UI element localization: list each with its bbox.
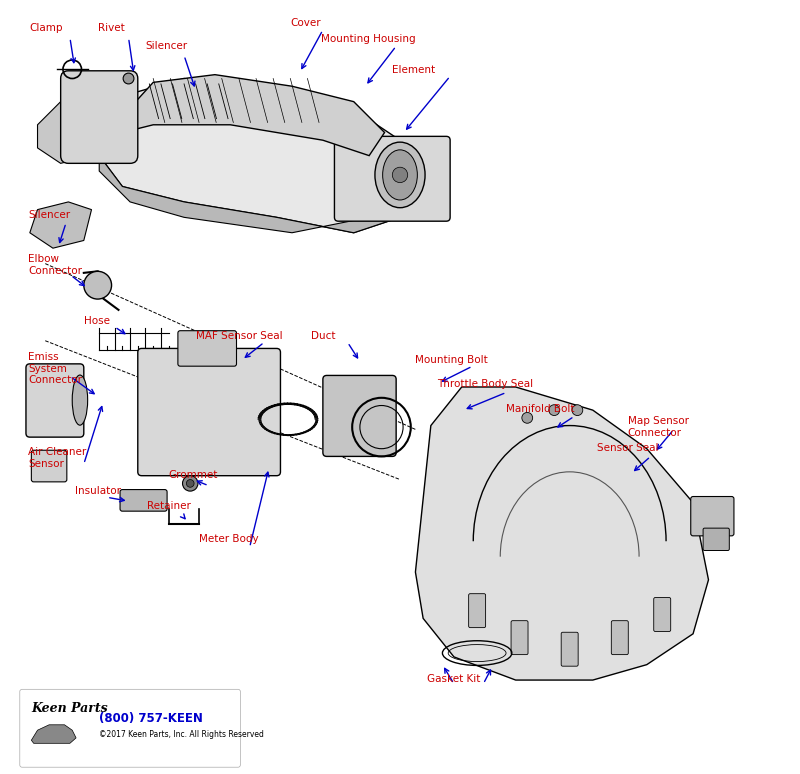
Ellipse shape <box>375 142 425 207</box>
FancyBboxPatch shape <box>334 136 450 221</box>
FancyBboxPatch shape <box>61 70 138 163</box>
FancyBboxPatch shape <box>690 496 734 536</box>
Polygon shape <box>99 156 415 233</box>
FancyBboxPatch shape <box>611 621 628 655</box>
Polygon shape <box>38 101 107 163</box>
Polygon shape <box>99 78 400 233</box>
Circle shape <box>392 167 408 183</box>
Text: Mounting Bolt: Mounting Bolt <box>415 354 488 365</box>
FancyBboxPatch shape <box>561 632 578 666</box>
Text: Hose: Hose <box>84 316 110 326</box>
Text: ©2017 Keen Parts, Inc. All Rights Reserved: ©2017 Keen Parts, Inc. All Rights Reserv… <box>99 730 264 739</box>
FancyBboxPatch shape <box>138 348 281 476</box>
Text: Mounting Housing: Mounting Housing <box>322 34 416 44</box>
FancyBboxPatch shape <box>31 450 67 482</box>
Circle shape <box>84 272 111 299</box>
Text: Gasket Kit: Gasket Kit <box>427 674 480 684</box>
Text: Meter Body: Meter Body <box>199 533 259 543</box>
FancyBboxPatch shape <box>20 690 240 767</box>
Text: Cover: Cover <box>290 19 321 29</box>
FancyBboxPatch shape <box>323 375 396 457</box>
Text: Silencer: Silencer <box>146 42 188 52</box>
Text: Retainer: Retainer <box>147 501 191 511</box>
Text: Map Sensor
Connector: Map Sensor Connector <box>627 416 689 438</box>
Ellipse shape <box>72 375 88 425</box>
Text: MAF Sensor Seal: MAF Sensor Seal <box>196 331 282 341</box>
Text: Clamp: Clamp <box>30 23 63 33</box>
Polygon shape <box>30 202 91 248</box>
Polygon shape <box>415 387 709 680</box>
Text: Air Cleaner
Sensor: Air Cleaner Sensor <box>28 447 86 469</box>
Circle shape <box>182 476 198 491</box>
Circle shape <box>549 405 560 416</box>
Circle shape <box>522 413 533 423</box>
Text: Elbow
Connector: Elbow Connector <box>28 255 82 276</box>
Text: Element: Element <box>392 65 435 74</box>
Polygon shape <box>114 74 385 156</box>
Text: Emiss
System
Connector: Emiss System Connector <box>28 352 82 385</box>
Circle shape <box>186 480 194 488</box>
Text: Duct: Duct <box>311 331 336 341</box>
Text: Grommet: Grommet <box>169 471 218 481</box>
Text: (800) 757-KEEN: (800) 757-KEEN <box>99 712 203 725</box>
Ellipse shape <box>382 150 418 200</box>
Text: Throttle Body Seal: Throttle Body Seal <box>437 379 533 389</box>
Circle shape <box>123 73 134 84</box>
Text: Keen Parts: Keen Parts <box>31 702 108 714</box>
Circle shape <box>572 405 582 416</box>
FancyBboxPatch shape <box>178 330 237 366</box>
FancyBboxPatch shape <box>703 528 730 550</box>
FancyBboxPatch shape <box>469 594 486 628</box>
Text: Insulator: Insulator <box>74 486 121 495</box>
Text: Rivet: Rivet <box>98 23 125 33</box>
Polygon shape <box>31 724 76 743</box>
FancyBboxPatch shape <box>26 364 84 437</box>
Text: Silencer: Silencer <box>28 210 70 220</box>
FancyBboxPatch shape <box>654 598 670 632</box>
Text: Manifold Bolt: Manifold Bolt <box>506 404 575 414</box>
FancyBboxPatch shape <box>511 621 528 655</box>
Text: Sensor Seal: Sensor Seal <box>597 443 658 453</box>
FancyBboxPatch shape <box>120 490 167 511</box>
